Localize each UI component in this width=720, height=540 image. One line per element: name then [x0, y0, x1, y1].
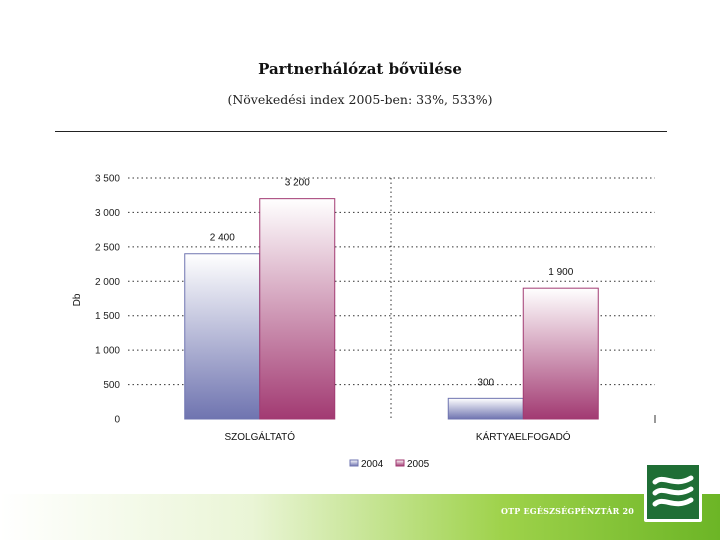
- wave-logo-icon: [644, 462, 702, 522]
- y-tick-label: 3 500: [95, 174, 120, 185]
- bar-chart: 0 500 1 000 1 500 2 000 2 500 3 000 3 500 2 400…: [72, 174, 656, 470]
- bar-2004-1: [447, 397, 524, 420]
- y-tick-label: 2 000: [95, 277, 120, 288]
- y-axis-ticks: 0 500 1 000 1 500 2 000 2 500 3 000 3 500: [95, 174, 120, 426]
- bar-2005-0: [259, 198, 336, 420]
- footer-text: OTP EGÉSZSÉGPÉNZTÁR 20: [500, 506, 634, 516]
- y-tick-label: 1 000: [95, 346, 120, 357]
- y-tick-label: 3 000: [95, 208, 120, 219]
- x-axis-categories: SZOLGÁLTATÓ KÁRTYAELFOGADÓ: [224, 430, 570, 443]
- bars: [184, 198, 599, 420]
- data-labels: 2 400 3 200 300 1 900: [210, 178, 574, 389]
- y-tick-label: 0: [114, 415, 120, 426]
- legend-swatch-2004: [349, 459, 359, 467]
- title-divider: [55, 131, 667, 132]
- legend: 2004 2005: [349, 459, 430, 470]
- category-label: SZOLGÁLTATÓ: [224, 430, 295, 443]
- legend-label: 2004: [361, 459, 384, 470]
- gridlines: [128, 177, 656, 423]
- data-label: 1 900: [548, 267, 573, 278]
- slide-title: Partnerhálózat bővülése: [258, 60, 462, 78]
- data-label: 300: [477, 377, 494, 388]
- footer-bar: [0, 494, 720, 540]
- category-label: KÁRTYAELFOGADÓ: [476, 430, 571, 443]
- y-tick-label: 1 500: [95, 311, 120, 322]
- bar-2005-1: [522, 287, 599, 420]
- bar-2004-0: [184, 253, 261, 420]
- y-tick-label: 500: [103, 380, 120, 391]
- legend-swatch-2005: [395, 459, 405, 467]
- legend-label: 2005: [407, 459, 430, 470]
- slide-subtitle: (Növekedési index 2005-ben: 33%, 533%): [227, 92, 493, 107]
- data-label: 2 400: [210, 233, 235, 244]
- y-axis-label: Db: [72, 293, 83, 306]
- y-tick-label: 2 500: [95, 242, 120, 253]
- data-label: 3 200: [285, 178, 310, 189]
